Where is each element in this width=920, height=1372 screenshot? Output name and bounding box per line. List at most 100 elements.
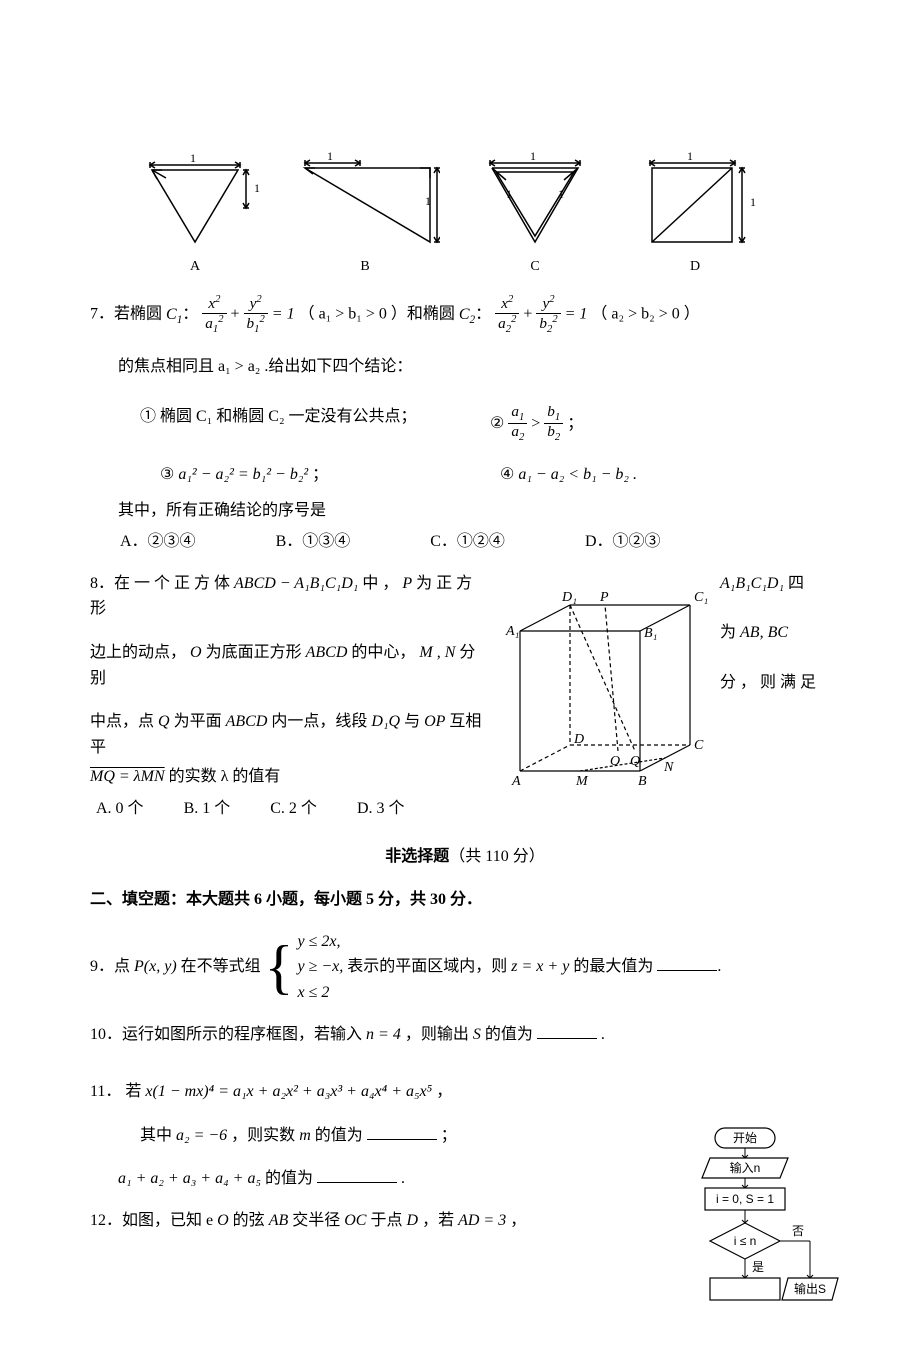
q8-l3c: 为平面 [174,713,226,730]
svg-text:O: O [610,754,620,769]
q10-a: 10．运行如图所示的程序框图，若输入 [90,1026,366,1043]
q8-l3b: Q [158,713,170,730]
q7-cond2: （ a₂ > b₂ > 0 ） [591,306,699,323]
figure-b: 1 1 B [290,150,440,278]
q12-ad: AD = 3 [458,1212,506,1229]
svg-text:1: 1 [750,195,756,209]
q9-sys3: x ≤ 2 [297,980,343,1006]
q8-optA: A. 0 个 [96,796,144,822]
q8-side3: 分 ， 则 满 足 [720,670,840,696]
question-11: 11． 若 x(1 − mx)⁴ = a₁x + a₂x² + a₃x³ + a… [90,1079,640,1192]
q8-optC: C. 2 个 [270,796,317,822]
flowchart: 开始 输入n i = 0, S = 1 i ≤ n [660,1123,840,1332]
q7-stmt2-tail: ； [567,414,583,431]
q11-blank2 [317,1166,397,1183]
q8-l3a: 中点，点 [90,713,158,730]
q8-l2b: O [190,644,202,661]
section-2-heading: 二、填空题：本大题共 6 小题，每小题 5 分，共 30 分． [90,887,840,913]
svg-text:B: B [638,774,647,789]
q8-l3d: ABCD [226,713,268,730]
cube-figure: D₁ P C₁ A₁ B₁ D O Q C N A M B [500,571,710,822]
svg-text:M: M [575,774,589,789]
q9-blank [657,954,717,971]
q11-l1a: 11． 若 [90,1083,145,1100]
q9-sys1: y ≤ 2x, [297,929,343,955]
figure-a-label: A [190,256,200,278]
svg-text:1: 1 [425,194,431,208]
q11-l3b: 的值为 [265,1170,317,1187]
q10-s: S [473,1026,481,1043]
q11-l2a: 其中 [140,1127,176,1144]
svg-text:输入n: 输入n [730,1160,761,1175]
q11-l2b: ，则实数 [231,1127,299,1144]
q11-poly: x(1 − mx)⁴ = a₁x + a₂x² + a₃x³ + a₄x⁴ + … [145,1083,432,1100]
q7-prefix: 7．若椭圆 [90,306,162,323]
q7-c2: C2 [459,306,475,323]
q9-mid: 在不等式组 [181,958,265,975]
q10-blank [537,1022,597,1039]
q8-l2d: ABCD [306,644,348,661]
q8-side2a: 为 [720,624,740,641]
question-7: 7．若椭圆 C1： x2a12 + y2b12 = 1 （ a₁ > b₁ > … [90,294,840,554]
svg-text:否: 否 [792,1224,804,1238]
question-9: 9．点 P(x, y) 在不等式组 { y ≤ 2x, y ≥ −x, x ≤ … [90,929,840,1006]
q12-e: ，若 [422,1212,458,1229]
q8-l1d: P [402,575,412,592]
q8-l4-vec: MQ = λMN [90,768,165,785]
figure-d-label: D [690,256,700,278]
q8-side2b: AB, BC [740,624,788,641]
svg-text:1: 1 [327,150,333,163]
q9-tail: 的最大值为 [573,958,657,975]
q7-stmt1-num: ① [140,408,156,425]
q7-eq1: = 1 [272,306,295,323]
svg-text:i ≤ n: i ≤ n [734,1234,757,1248]
svg-text:D₁: D₁ [561,590,577,605]
svg-text:是: 是 [752,1260,764,1274]
q7-stmt1: 椭圆 C₁ 和椭圆 C₂ 一定没有公共点； [160,408,417,425]
q8-l2a: 边上的动点， [90,644,186,661]
q12-ab: AB [269,1212,289,1229]
question-10: 10．运行如图所示的程序框图，若输入 n = 4 ，则输出 S 的值为 . [90,1022,840,1048]
q11-blank1 [367,1123,437,1140]
q7-optC: C．①②④ [430,529,505,555]
q7-concl: 其中，所有正确结论的序号是 [118,498,840,524]
q7-stmt2-num: ② [490,414,504,431]
q7-eq2: = 1 [565,306,588,323]
svg-text:B₁: B₁ [644,626,657,641]
q7-stmt3-math: a₁² − a₂² = b₁² − b₂² [178,466,308,483]
q9-pxy: P(x, y) [134,958,177,975]
q7-stmt3-tail: ； [312,466,328,483]
q12-oc: OC [344,1212,366,1229]
svg-text:1: 1 [530,150,536,163]
question-12: 12．如图，已知 e O 的弦 AB 交半径 OC 于点 D ，若 AD = 3… [90,1208,640,1234]
q7-stmt3-num: ③ [160,466,174,483]
q8-l3f: D₁Q [371,713,400,730]
svg-text:Q: Q [630,754,640,769]
q9-z: z = x + y [511,958,569,975]
q8-l2c: 为底面正方形 [206,644,306,661]
q10-b: ，则输出 [405,1026,473,1043]
q10-n: n = 4 [366,1026,401,1043]
q8-l3e: 内一点，线段 [271,713,371,730]
svg-text:1: 1 [687,150,693,163]
q8-side1: A₁B₁C₁D₁ [720,575,784,592]
q11-m: m [299,1127,311,1144]
q11-l3a: a₁ + a₂ + a₃ + a₄ + a₅ [118,1170,261,1187]
svg-text:P: P [599,590,609,605]
q8-l2f: M , N [419,644,455,661]
q7-c1: C1 [166,306,182,323]
mid-title-a: 非选择题 [385,848,449,865]
q7-stmt4-num: ④ [500,466,514,483]
q9-sys2: y ≥ −x, [297,954,343,980]
svg-text:1: 1 [254,181,260,195]
svg-text:A₁: A₁ [505,624,519,639]
q12-a: 12．如图，已知 e [90,1212,217,1229]
q8-l4-tail: 的实数 λ 的值有 [169,768,281,785]
svg-text:1: 1 [506,187,512,201]
q12-o: O [217,1212,229,1229]
q8-optD: D. 3 个 [357,796,405,822]
q10-c: 的值为 [485,1026,537,1043]
q8-side1-tail: 四 [788,575,804,592]
svg-text:C: C [694,738,704,753]
mid-title: 非选择题（共 110 分） [90,844,840,870]
